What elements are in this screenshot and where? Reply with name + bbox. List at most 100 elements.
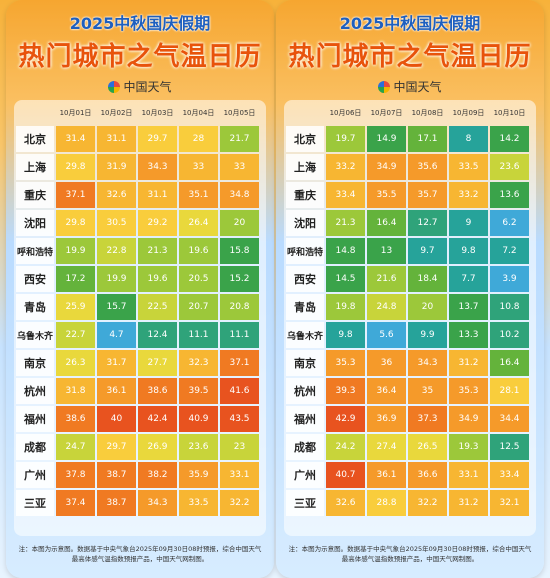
temperature-cell: 35.9 [179, 462, 218, 488]
temperature-cell: 12.5 [490, 434, 529, 460]
temperature-cell: 29.8 [56, 154, 95, 180]
logo-text: 中国天气 [123, 80, 172, 94]
temperature-cell: 8 [449, 126, 488, 152]
temperature-cell: 19.3 [449, 434, 488, 460]
temperature-cell: 13.6 [490, 182, 529, 208]
table-row: 南京 26.3 31.7 27.7 32.3 37.1 [16, 350, 259, 376]
temperature-cell: 31.7 [97, 350, 136, 376]
temperature-cell: 20 [408, 294, 447, 320]
temperature-cell: 36 [367, 350, 406, 376]
table-row: 南京 35.3 36 34.3 31.2 16.4 [286, 350, 529, 376]
temperature-cell: 32.2 [220, 490, 259, 516]
city-label: 沈阳 [16, 210, 54, 236]
temperature-cell: 11.1 [220, 322, 259, 348]
temperature-cell: 9.9 [408, 322, 447, 348]
temperature-cell: 19.9 [97, 266, 136, 292]
date-header: 10月06日 [329, 109, 362, 117]
page-title: 热门城市之气温日历 [18, 42, 262, 72]
city-label: 广州 [16, 462, 54, 488]
temperature-cell: 12.4 [138, 322, 177, 348]
temperature-cell: 4.7 [97, 322, 136, 348]
temperature-card: 10月01日 10月02日 10月03日 10月04日 10月05日 北京 31.4 31.1… [14, 100, 266, 536]
page-title: 热门城市之气温日历 [288, 42, 532, 72]
temperature-cell: 29.8 [56, 210, 95, 236]
temperature-cell: 33.1 [449, 462, 488, 488]
city-label: 北京 [286, 126, 324, 152]
temperature-cell: 28 [179, 126, 218, 152]
temperature-cell: 33.2 [326, 154, 365, 180]
temperature-cell: 15.7 [97, 294, 136, 320]
temperature-cell: 29.7 [138, 126, 177, 152]
weather-logo-icon [108, 81, 121, 93]
city-label: 三亚 [16, 490, 54, 516]
temperature-cell: 17.1 [408, 126, 447, 152]
temperature-cell: 24.2 [326, 434, 365, 460]
temperature-cell: 37.1 [220, 350, 259, 376]
subtitle: 2025中秋国庆假期 [339, 14, 481, 33]
temperature-cell: 32.1 [490, 490, 529, 516]
city-label: 三亚 [286, 490, 324, 516]
temperature-cell: 19.9 [56, 238, 95, 264]
temperature-cell: 9.8 [326, 322, 365, 348]
temperature-cell: 34.3 [408, 350, 447, 376]
temperature-cell: 21.3 [326, 210, 365, 236]
temperature-cell: 20.7 [179, 294, 218, 320]
city-label: 青岛 [286, 294, 324, 320]
temperature-cell: 20 [220, 210, 259, 236]
city-label: 成都 [286, 434, 324, 460]
date-header: 10月09日 [452, 109, 485, 117]
city-label: 杭州 [286, 378, 324, 404]
temperature-cell: 37.1 [56, 182, 95, 208]
temperature-cell: 27.7 [138, 350, 177, 376]
temperature-cell: 33 [220, 154, 259, 180]
temperature-cell: 31.1 [138, 182, 177, 208]
temperature-cell: 12.7 [408, 210, 447, 236]
temperature-cell: 38.6 [138, 378, 177, 404]
temperature-cell: 33.5 [449, 154, 488, 180]
city-label: 重庆 [16, 182, 54, 208]
temperature-cell: 19.6 [138, 266, 177, 292]
temperature-cell: 36.6 [408, 462, 447, 488]
temperature-cell: 21.6 [367, 266, 406, 292]
temperature-cell: 33.2 [449, 182, 488, 208]
table-row: 福州 38.6 40 42.4 40.9 43.5 [16, 406, 259, 432]
temperature-cell: 23 [220, 434, 259, 460]
temperature-cell: 7.7 [449, 266, 488, 292]
temperature-cell: 20.8 [220, 294, 259, 320]
temperature-cell: 14.8 [326, 238, 365, 264]
temperature-cell: 39.5 [179, 378, 218, 404]
temperature-cell: 13 [367, 238, 406, 264]
city-label: 乌鲁木齐 [16, 322, 54, 348]
temperature-cell: 37.4 [56, 490, 95, 516]
temperature-cell: 36.1 [97, 378, 136, 404]
logo-text: 中国天气 [393, 80, 442, 94]
temperature-cell: 22.5 [138, 294, 177, 320]
calendar-panel-2: 2025中秋国庆假期 热门城市之气温日历 中国天气 10月06日 10月07日 10… [276, 0, 544, 578]
city-label: 西安 [286, 266, 324, 292]
city-label: 呼和浩特 [286, 238, 324, 264]
table-row: 杭州 31.8 36.1 38.6 39.5 41.6 [16, 378, 259, 404]
table-row: 北京 19.7 14.9 17.1 8 14.2 [286, 126, 529, 152]
temperature-cell: 38.7 [97, 490, 136, 516]
temperature-cell: 16.4 [490, 350, 529, 376]
temperature-cell: 38.2 [138, 462, 177, 488]
temperature-cell: 36.1 [367, 462, 406, 488]
temperature-cell: 14.2 [490, 126, 529, 152]
temperature-cell: 37.8 [56, 462, 95, 488]
city-label: 南京 [16, 350, 54, 376]
table-row: 广州 37.8 38.7 38.2 35.9 33.1 [16, 462, 259, 488]
table-row: 杭州 39.3 36.4 35 35.3 28.1 [286, 378, 529, 404]
temperature-cell: 31.9 [97, 154, 136, 180]
date-header: 10月07日 [370, 109, 403, 117]
temperature-cell: 28.8 [367, 490, 406, 516]
calendar-panel-1: 2025中秋国庆假期 热门城市之气温日历 中国天气 10月01日 10月02日 10… [6, 0, 274, 578]
city-label: 北京 [16, 126, 54, 152]
temperature-cell: 19.8 [326, 294, 365, 320]
table-row: 上海 29.8 31.9 34.3 33 33 [16, 154, 259, 180]
temperature-cell: 35.1 [179, 182, 218, 208]
temperature-cell: 35.6 [408, 154, 447, 180]
table-row: 重庆 37.1 32.6 31.1 35.1 34.8 [16, 182, 259, 208]
table-row: 青岛 25.9 15.7 22.5 20.7 20.8 [16, 294, 259, 320]
temperature-cell: 40 [97, 406, 136, 432]
temperature-cell: 40.7 [326, 462, 365, 488]
